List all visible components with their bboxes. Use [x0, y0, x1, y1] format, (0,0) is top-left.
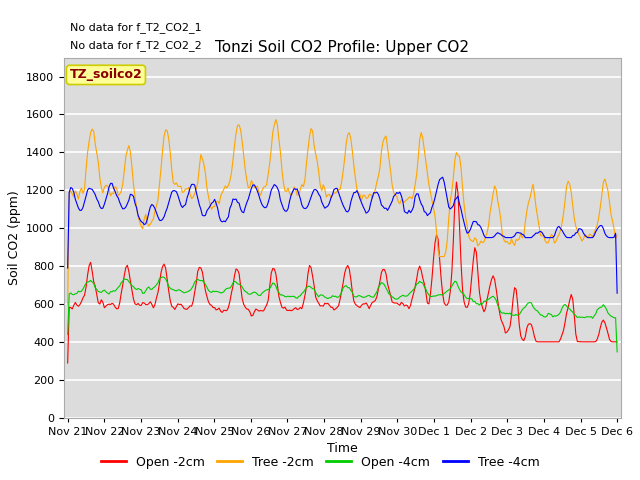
- Legend: Open -2cm, Tree -2cm, Open -4cm, Tree -4cm: Open -2cm, Tree -2cm, Open -4cm, Tree -4…: [95, 451, 545, 474]
- X-axis label: Time: Time: [327, 442, 358, 455]
- Y-axis label: Soil CO2 (ppm): Soil CO2 (ppm): [8, 190, 20, 285]
- Text: TZ_soilco2: TZ_soilco2: [70, 68, 142, 82]
- Title: Tonzi Soil CO2 Profile: Upper CO2: Tonzi Soil CO2 Profile: Upper CO2: [216, 40, 469, 55]
- Text: No data for f_T2_CO2_1: No data for f_T2_CO2_1: [70, 22, 201, 33]
- Text: No data for f_T2_CO2_2: No data for f_T2_CO2_2: [70, 40, 202, 50]
